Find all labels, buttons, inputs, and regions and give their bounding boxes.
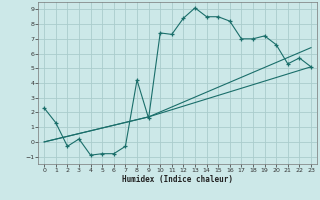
X-axis label: Humidex (Indice chaleur): Humidex (Indice chaleur): [122, 175, 233, 184]
